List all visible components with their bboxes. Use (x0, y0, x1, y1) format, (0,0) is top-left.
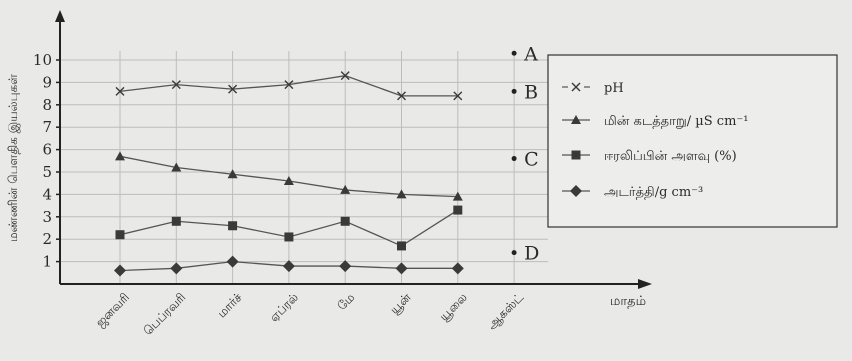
legend-label-ph: pH (604, 81, 624, 96)
axes (55, 10, 652, 289)
y-tick-label: 7 (42, 118, 52, 136)
legend-label-conductivity: மின் கடத்தாறு/ µS cm⁻¹ (604, 114, 748, 129)
x-category-label: யூன் (387, 290, 414, 317)
legend-label-density: அடர்த்தி/g cm⁻³ (604, 185, 703, 200)
label-a: A (523, 43, 538, 65)
data-point-conductivity (396, 189, 407, 199)
x-category-label: ஏப்ரல் (267, 290, 301, 324)
series-conductivity (115, 151, 463, 201)
x-category-label: மே (335, 290, 358, 313)
data-point-moisture (397, 241, 406, 251)
data-point-ph (340, 71, 350, 81)
legend-label-moisture: ஈரலிப்பின் அளவு (%) (604, 149, 737, 164)
y-tick-label: 4 (42, 185, 52, 203)
legend-marker-moisture (571, 150, 581, 160)
y-tick-label: 3 (42, 208, 52, 226)
data-point-density (282, 260, 295, 273)
label-b: B (524, 81, 538, 103)
y-tick-label: 10 (33, 51, 52, 69)
annotation-markers: AB C D (511, 43, 539, 265)
data-point-density (395, 262, 408, 275)
x-category-label: ஜனவரி (93, 290, 133, 330)
data-point-conductivity (115, 151, 125, 161)
data-point-density (339, 260, 352, 273)
data-point-ph (453, 91, 463, 101)
data-point-conductivity (340, 184, 351, 194)
data-point-ph (228, 84, 238, 94)
data-point-moisture (228, 221, 238, 231)
legend-box (547, 54, 838, 228)
y-tick-label: 1 (42, 253, 52, 271)
data-point-conductivity (227, 169, 238, 179)
grid-lines (60, 51, 548, 284)
label-d: D (524, 243, 539, 265)
data-point-moisture (115, 230, 125, 240)
data-point-density (114, 264, 126, 277)
point-a (511, 50, 517, 56)
x-category-label: பெப்ரவரி (141, 290, 189, 338)
legend: pH மின் கடத்தாறு/ µS cm⁻¹ ஈரலிப்பின் அளவ… (547, 54, 838, 228)
data-point-density (170, 262, 183, 275)
data-point-moisture (284, 232, 294, 242)
data-point-moisture (340, 216, 350, 226)
y-axis-label: மண்ணின் பௌதிக இயல்புகள் (6, 74, 21, 242)
data-point-ph (397, 91, 406, 101)
x-category-label: மார்ச் (214, 290, 245, 321)
point-d (511, 250, 517, 256)
y-tick-label: 6 (42, 141, 52, 159)
data-point-conductivity (283, 175, 294, 185)
y-axis-arrow (55, 10, 65, 22)
data-point-density (226, 255, 239, 268)
legend-marker-conductivity (571, 115, 581, 124)
data-point-conductivity (452, 191, 463, 201)
y-tick-label: 9 (42, 73, 52, 91)
x-category-label: யூலை (437, 290, 470, 323)
x-category-label: ஆகஸ்ட் (484, 290, 526, 332)
series-group (114, 71, 464, 277)
series-density (114, 255, 464, 277)
series-ph (115, 71, 463, 101)
point-c (511, 156, 517, 162)
data-point-density (451, 262, 464, 275)
series-moisture (115, 205, 463, 251)
data-point-ph (284, 80, 294, 90)
x-axis-categories: ஜனவரி பெப்ரவரி மார்ச் ஏப்ரல் மே யூன் யூலை ஆகஸ்ட… (93, 290, 527, 338)
data-point-ph (171, 80, 181, 90)
y-tick-label: 2 (42, 230, 52, 248)
point-b (511, 88, 517, 94)
x-axis-arrow (638, 279, 652, 289)
legend-marker-density (570, 185, 582, 197)
label-c: C (524, 149, 539, 171)
y-tick-label: 8 (42, 96, 52, 114)
legend-marker-ph (571, 82, 581, 92)
data-point-moisture (453, 205, 463, 215)
data-point-conductivity (171, 162, 182, 172)
x-axis-label: மாதம் (610, 294, 646, 309)
data-point-moisture (171, 216, 181, 226)
y-tick-label: 5 (42, 163, 52, 181)
data-point-ph (115, 86, 125, 96)
y-axis-ticks: 1 2 3 4 5 6 7 8 9 10 (33, 51, 60, 271)
